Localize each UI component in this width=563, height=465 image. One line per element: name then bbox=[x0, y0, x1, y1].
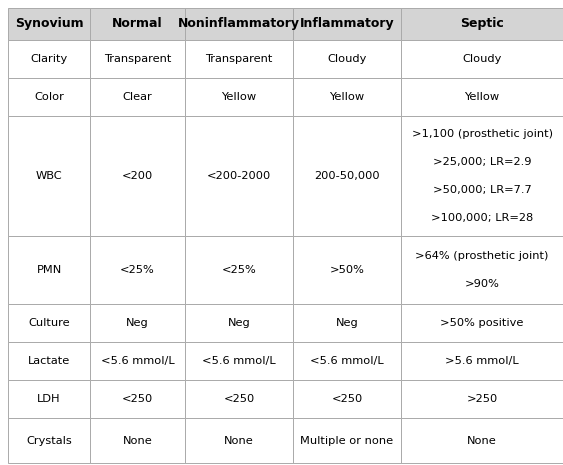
Text: >50%: >50% bbox=[329, 265, 364, 275]
Text: PMN: PMN bbox=[37, 265, 61, 275]
Text: Clear: Clear bbox=[123, 92, 153, 102]
Text: LDH: LDH bbox=[37, 394, 61, 404]
Text: Septic: Septic bbox=[460, 18, 504, 31]
Bar bbox=[185, 304, 293, 342]
Text: <5.6 mmol/L: <5.6 mmol/L bbox=[202, 356, 276, 366]
Text: Clarity: Clarity bbox=[30, 54, 68, 64]
Bar bbox=[293, 116, 401, 236]
Bar bbox=[90, 8, 185, 40]
Text: Yellow: Yellow bbox=[464, 92, 499, 102]
Text: >250: >250 bbox=[466, 394, 498, 404]
Text: >5.6 mmol/L: >5.6 mmol/L bbox=[445, 356, 519, 366]
Bar bbox=[8, 304, 90, 342]
Bar bbox=[401, 380, 563, 418]
Bar bbox=[401, 342, 563, 380]
Text: Noninflammatory: Noninflammatory bbox=[178, 18, 300, 31]
Bar bbox=[8, 78, 90, 116]
Bar bbox=[293, 78, 401, 116]
Bar bbox=[185, 40, 293, 78]
Text: <25%: <25% bbox=[120, 265, 155, 275]
Bar bbox=[293, 380, 401, 418]
Bar bbox=[90, 40, 185, 78]
Bar bbox=[293, 8, 401, 40]
Bar bbox=[90, 236, 185, 304]
Text: <250: <250 bbox=[332, 394, 363, 404]
Bar bbox=[8, 40, 90, 78]
Bar bbox=[293, 236, 401, 304]
Bar bbox=[185, 380, 293, 418]
Text: WBC: WBC bbox=[35, 171, 62, 181]
Text: Cloudy: Cloudy bbox=[462, 54, 502, 64]
Bar bbox=[90, 342, 185, 380]
Bar bbox=[401, 304, 563, 342]
Bar bbox=[8, 418, 90, 463]
Text: None: None bbox=[224, 436, 254, 445]
Bar bbox=[8, 8, 90, 40]
Text: Crystals: Crystals bbox=[26, 436, 72, 445]
Text: Lactate: Lactate bbox=[28, 356, 70, 366]
Text: Inflammatory: Inflammatory bbox=[300, 18, 394, 31]
Bar bbox=[185, 78, 293, 116]
Text: <25%: <25% bbox=[222, 265, 256, 275]
Bar bbox=[185, 418, 293, 463]
Text: Cloudy: Cloudy bbox=[327, 54, 367, 64]
Text: 200-50,000: 200-50,000 bbox=[314, 171, 380, 181]
Bar bbox=[185, 342, 293, 380]
Bar bbox=[401, 236, 563, 304]
Bar bbox=[401, 8, 563, 40]
Bar bbox=[293, 40, 401, 78]
Text: >64% (prosthetic joint)

>90%: >64% (prosthetic joint) >90% bbox=[415, 251, 549, 289]
Bar bbox=[90, 116, 185, 236]
Text: Transparent: Transparent bbox=[205, 54, 272, 64]
Bar bbox=[90, 418, 185, 463]
Text: Neg: Neg bbox=[227, 318, 251, 328]
Bar bbox=[401, 418, 563, 463]
Text: <5.6 mmol/L: <5.6 mmol/L bbox=[101, 356, 175, 366]
Text: >50% positive: >50% positive bbox=[440, 318, 524, 328]
Text: Synovium: Synovium bbox=[15, 18, 83, 31]
Text: Culture: Culture bbox=[28, 318, 70, 328]
Bar bbox=[8, 116, 90, 236]
Text: <250: <250 bbox=[224, 394, 254, 404]
Bar bbox=[185, 116, 293, 236]
Text: <250: <250 bbox=[122, 394, 153, 404]
Text: >1,100 (prosthetic joint)

>25,000; LR=2.9

>50,000; LR=7.7

>100,000; LR=28: >1,100 (prosthetic joint) >25,000; LR=2.… bbox=[412, 129, 552, 223]
Text: Color: Color bbox=[34, 92, 64, 102]
Text: None: None bbox=[123, 436, 153, 445]
Text: Neg: Neg bbox=[336, 318, 359, 328]
Bar bbox=[401, 116, 563, 236]
Bar bbox=[8, 342, 90, 380]
Bar bbox=[293, 418, 401, 463]
Bar bbox=[185, 8, 293, 40]
Bar bbox=[90, 304, 185, 342]
Bar bbox=[293, 304, 401, 342]
Bar bbox=[90, 78, 185, 116]
Text: <200: <200 bbox=[122, 171, 153, 181]
Text: Normal: Normal bbox=[112, 18, 163, 31]
Bar bbox=[401, 78, 563, 116]
Bar bbox=[8, 380, 90, 418]
Bar bbox=[401, 40, 563, 78]
Bar bbox=[185, 236, 293, 304]
Text: Neg: Neg bbox=[126, 318, 149, 328]
Text: None: None bbox=[467, 436, 497, 445]
Text: <5.6 mmol/L: <5.6 mmol/L bbox=[310, 356, 384, 366]
Text: Multiple or none: Multiple or none bbox=[301, 436, 394, 445]
Text: <200-2000: <200-2000 bbox=[207, 171, 271, 181]
Text: Yellow: Yellow bbox=[221, 92, 257, 102]
Bar bbox=[90, 380, 185, 418]
Bar bbox=[293, 342, 401, 380]
Text: Yellow: Yellow bbox=[329, 92, 365, 102]
Text: Transparent: Transparent bbox=[104, 54, 171, 64]
Bar bbox=[8, 236, 90, 304]
